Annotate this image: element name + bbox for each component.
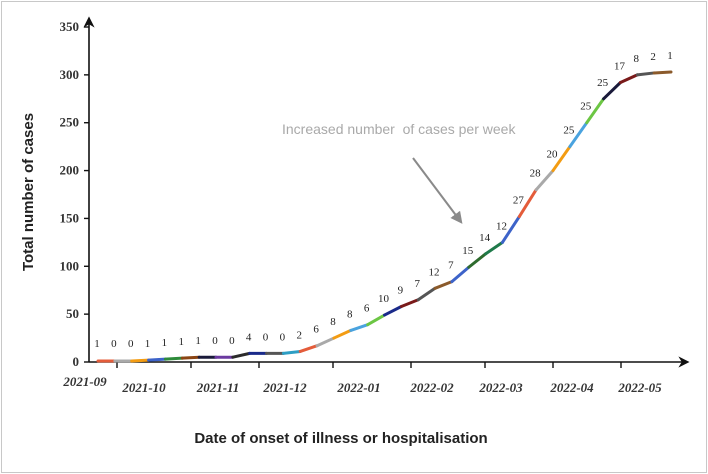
- data-label: 9: [398, 284, 404, 296]
- data-label: 6: [364, 303, 370, 315]
- x-tick-label: 2022-03: [478, 380, 523, 395]
- data-label: 17: [614, 61, 626, 73]
- x-tick-label: 2022-01: [336, 380, 380, 395]
- data-label: 12: [429, 266, 440, 278]
- series-segment: [231, 351, 252, 359]
- series-segment: [366, 313, 386, 327]
- data-label: 20: [547, 149, 559, 161]
- data-label: 4: [246, 331, 252, 343]
- series-segment: [484, 240, 504, 256]
- y-tick-label: 250: [60, 115, 80, 130]
- data-label: 1: [179, 336, 185, 348]
- series-segment: [416, 286, 437, 302]
- y-tick-label: 150: [60, 210, 80, 225]
- x-tick-label: 2022-04: [549, 380, 594, 395]
- data-label: 25: [580, 101, 592, 113]
- series-segment: [652, 70, 673, 75]
- series-segment: [534, 169, 555, 192]
- series-segment: [147, 357, 167, 362]
- y-tick-label: 100: [60, 258, 80, 273]
- x-tick-label: 2022-02: [409, 380, 454, 395]
- data-label: 28: [530, 168, 542, 180]
- x-axis-title: Date of onset of illness or hospitalisat…: [194, 430, 487, 447]
- series-segment: [500, 215, 521, 244]
- data-label: 1: [667, 50, 673, 62]
- data-label: 0: [128, 338, 134, 350]
- annotation-arrow: [412, 157, 463, 224]
- series-segment: [383, 304, 403, 317]
- y-tick-label: 300: [60, 67, 80, 82]
- data-label: 7: [414, 278, 420, 290]
- data-label: 2: [650, 51, 656, 63]
- data-label: 1: [162, 337, 168, 349]
- y-tick-label: 0: [73, 354, 80, 369]
- data-label: 7: [448, 260, 454, 272]
- series-segment: [298, 344, 319, 353]
- data-label: 25: [563, 125, 575, 137]
- x-tick-label: 2022-05: [617, 380, 662, 395]
- data-label: 10: [378, 293, 390, 305]
- x-tick-label: 2021-10: [121, 380, 166, 395]
- series-segment: [433, 280, 454, 290]
- series-segment: [551, 145, 572, 173]
- x-tick-label: 2021-09: [62, 374, 107, 389]
- series-segment: [618, 73, 639, 85]
- data-label: 0: [263, 331, 269, 343]
- x-tick-label: 2021-12: [262, 380, 307, 395]
- series-segment: [399, 298, 420, 308]
- y-tick-label: 200: [60, 163, 80, 178]
- data-label: 0: [229, 335, 235, 347]
- data-label: 1: [94, 338, 100, 350]
- data-label: 0: [111, 338, 117, 350]
- data-label: 6: [313, 324, 319, 336]
- series-segment: [635, 71, 656, 77]
- series-segment: [130, 358, 151, 363]
- series-segment: [163, 356, 184, 361]
- series-segment: [180, 355, 201, 360]
- data-label: 1: [145, 338, 151, 350]
- data-label: 0: [280, 331, 286, 343]
- series-segment: [517, 188, 538, 219]
- annotation-text: Increased number of cases per week: [282, 121, 516, 137]
- x-tick-label: 2021-11: [196, 380, 240, 395]
- data-label: 1: [195, 335, 201, 347]
- series-segment: [585, 97, 606, 125]
- series-segment: [467, 252, 488, 269]
- series-segment: [281, 349, 302, 355]
- y-tick-label: 50: [66, 306, 79, 321]
- data-label: 27: [513, 195, 525, 207]
- data-label: 0: [212, 335, 218, 347]
- series-segment: [315, 336, 336, 348]
- data-label: 8: [347, 308, 353, 320]
- series-segment: [349, 323, 370, 332]
- y-axis-title: Total number of cases: [20, 113, 37, 271]
- data-label: 2: [296, 329, 302, 341]
- data-label: 12: [496, 220, 507, 232]
- series-segment: [568, 121, 589, 149]
- series-segment: [332, 328, 353, 340]
- y-tick-label: 350: [60, 19, 80, 34]
- data-label: 25: [597, 77, 609, 89]
- series-segment: [602, 81, 622, 101]
- series-segment: [450, 265, 471, 284]
- data-label: 8: [330, 316, 336, 328]
- data-label: 8: [634, 53, 640, 65]
- data-label: 15: [462, 245, 474, 257]
- data-label: 14: [479, 232, 491, 244]
